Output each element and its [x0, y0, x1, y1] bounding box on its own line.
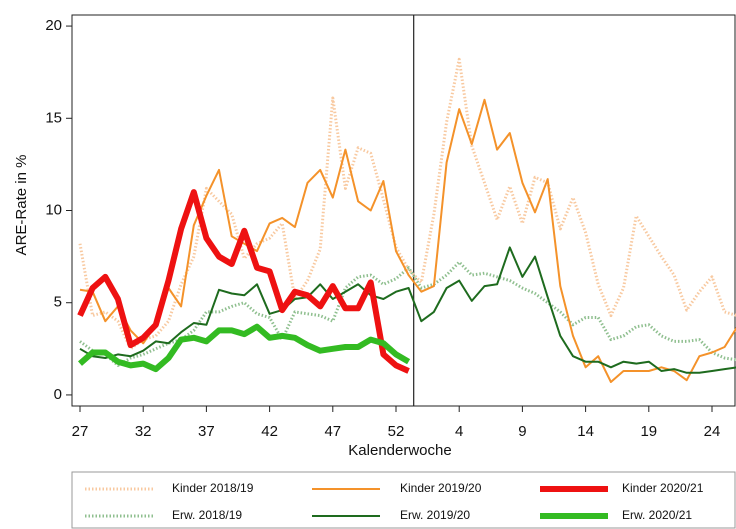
legend-label: Kinder 2018/19 — [172, 481, 254, 495]
x-tick-label: 47 — [324, 423, 341, 440]
x-tick-label: 4 — [455, 423, 463, 440]
x-tick-label: 37 — [198, 423, 215, 440]
series-line — [78, 57, 736, 351]
legend-label: Kinder 2020/21 — [622, 481, 704, 495]
legend-label: Erw. 2018/19 — [172, 508, 242, 522]
series-line — [78, 323, 411, 373]
y-tick-label: 20 — [45, 17, 62, 34]
series-line — [77, 189, 410, 374]
y-tick-label: 0 — [54, 386, 62, 403]
x-tick-label: 9 — [518, 423, 526, 440]
legend-label: Kinder 2019/20 — [400, 481, 482, 495]
legend-label: Erw. 2019/20 — [400, 508, 470, 522]
series-line — [79, 246, 736, 374]
x-axis-label: Kalenderwoche — [348, 442, 451, 459]
x-tick-label: 42 — [261, 423, 278, 440]
series-line — [79, 98, 736, 383]
x-tick-label: 14 — [577, 423, 594, 440]
x-tick-label: 27 — [72, 423, 89, 440]
y-tick-label: 10 — [45, 201, 62, 218]
y-tick-label: 15 — [45, 109, 62, 126]
legend-label: Erw. 2020/21 — [622, 508, 692, 522]
x-tick-label: 32 — [135, 423, 152, 440]
legend-frame — [71, 471, 736, 529]
x-tick-label: 52 — [388, 423, 405, 440]
x-tick-label: 24 — [704, 423, 721, 440]
legend: Kinder 2018/19 Erw. 2018/19 Kinder 2019/20… — [85, 481, 704, 522]
x-tick-label: 19 — [640, 423, 657, 440]
y-axis-label: ARE-Rate in % — [13, 155, 30, 256]
series-line — [79, 260, 736, 367]
y-tick-label: 5 — [54, 294, 62, 311]
plot-frame — [71, 14, 736, 407]
